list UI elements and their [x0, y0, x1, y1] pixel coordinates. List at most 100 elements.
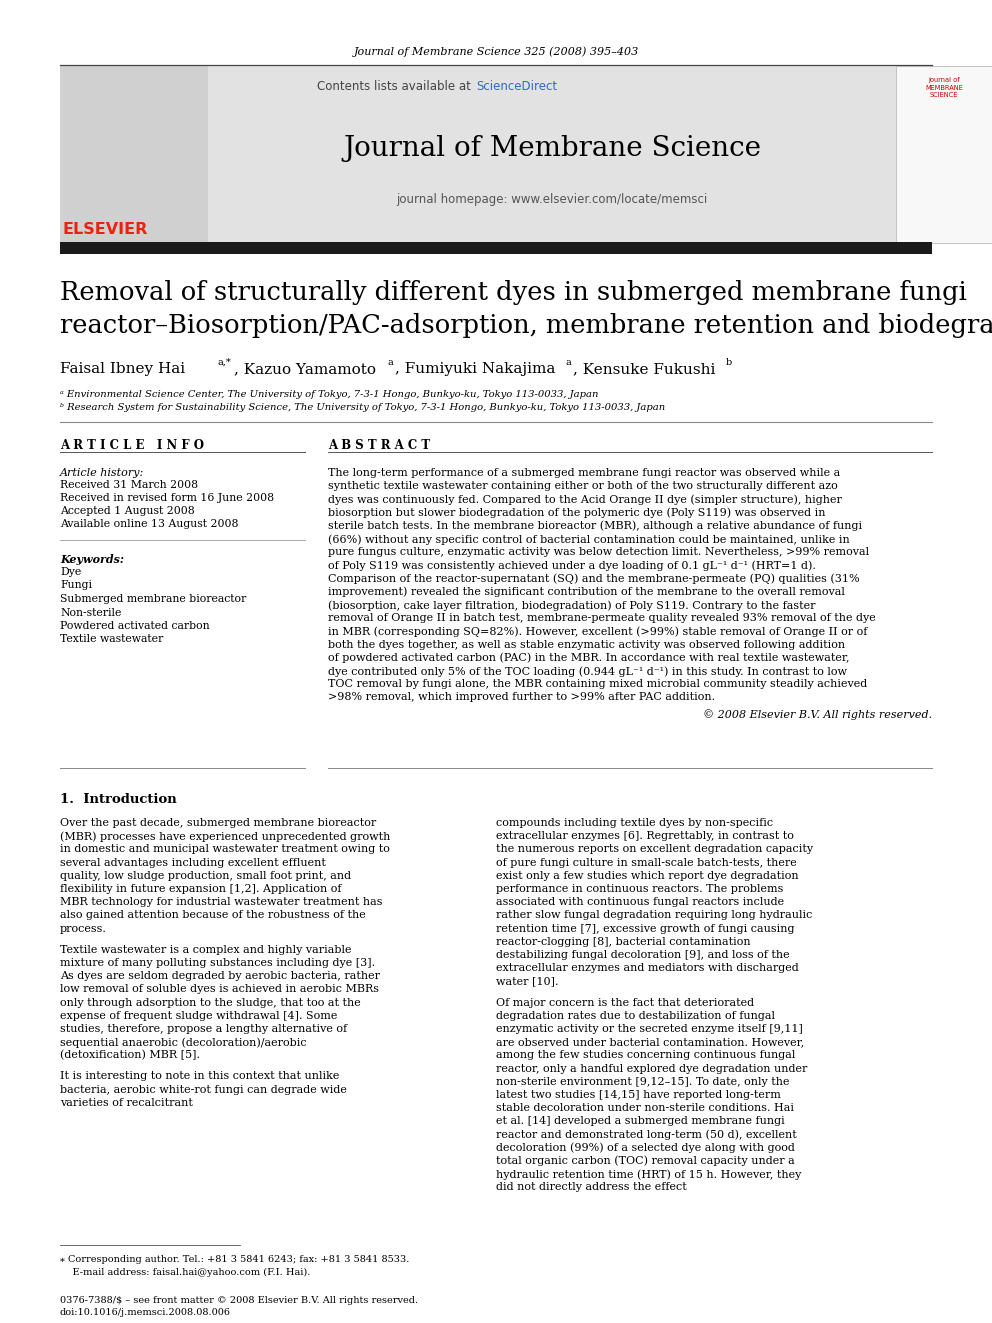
Text: Over the past decade, submerged membrane bioreactor: Over the past decade, submerged membrane…	[60, 818, 376, 828]
Text: It is interesting to note in this context that unlike: It is interesting to note in this contex…	[60, 1072, 339, 1081]
Text: A B S T R A C T: A B S T R A C T	[328, 439, 431, 452]
Text: extracellular enzymes and mediators with discharged: extracellular enzymes and mediators with…	[496, 963, 799, 974]
Text: removal of Orange II in batch test, membrane-permeate quality revealed 93% remov: removal of Orange II in batch test, memb…	[328, 613, 876, 623]
Text: Faisal Ibney Hai: Faisal Ibney Hai	[60, 363, 186, 376]
Text: biosorption but slower biodegradation of the polymeric dye (Poly S119) was obser: biosorption but slower biodegradation of…	[328, 508, 825, 519]
Text: Keywords:: Keywords:	[60, 554, 124, 565]
Text: only through adsorption to the sludge, that too at the: only through adsorption to the sludge, t…	[60, 998, 361, 1008]
Bar	[60, 242, 932, 254]
Text: 0376-7388/$ – see front matter © 2008 Elsevier B.V. All rights reserved.: 0376-7388/$ – see front matter © 2008 El…	[60, 1297, 418, 1304]
Text: Journal of Membrane Science: Journal of Membrane Science	[343, 135, 761, 161]
Text: Fungi: Fungi	[60, 581, 92, 590]
Text: journal of
MEMBRANE
SCIENCE: journal of MEMBRANE SCIENCE	[926, 77, 963, 98]
Text: Non-sterile: Non-sterile	[60, 607, 121, 618]
Text: in MBR (corresponding SQ=82%). However, excellent (>99%) stable removal of Orang: in MBR (corresponding SQ=82%). However, …	[328, 626, 867, 636]
Text: studies, therefore, propose a lengthy alternative of: studies, therefore, propose a lengthy al…	[60, 1024, 347, 1033]
Text: Journal of Membrane Science 325 (2008) 395–403: Journal of Membrane Science 325 (2008) 3…	[353, 46, 639, 57]
Text: , Kazuo Yamamoto: , Kazuo Yamamoto	[234, 363, 376, 376]
Bar	[60, 66, 208, 243]
Text: dyes was continuously fed. Compared to the Acid Orange II dye (simpler structure: dyes was continuously fed. Compared to t…	[328, 495, 842, 505]
Text: et al. [14] developed a submerged membrane fungi: et al. [14] developed a submerged membra…	[496, 1117, 785, 1126]
Text: ᵃ Environmental Science Center, The University of Tokyo, 7-3-1 Hongo, Bunkyo-ku,: ᵃ Environmental Science Center, The Univ…	[60, 390, 598, 400]
Text: The long-term performance of a submerged membrane fungi reactor was observed whi: The long-term performance of a submerged…	[328, 468, 840, 478]
Text: , Fumiyuki Nakajima: , Fumiyuki Nakajima	[395, 363, 556, 376]
Text: Contents lists available at: Contents lists available at	[317, 79, 475, 93]
Text: mixture of many polluting substances including dye [3].: mixture of many polluting substances inc…	[60, 958, 375, 968]
Text: a: a	[387, 359, 393, 366]
Text: reactor and demonstrated long-term (50 d), excellent: reactor and demonstrated long-term (50 d…	[496, 1130, 797, 1140]
Text: reactor–Biosorption/PAC-adsorption, membrane retention and biodegradation: reactor–Biosorption/PAC-adsorption, memb…	[60, 314, 992, 337]
Bar	[208, 66, 896, 243]
Text: hydraulic retention time (HRT) of 15 h. However, they: hydraulic retention time (HRT) of 15 h. …	[496, 1170, 802, 1180]
Text: flexibility in future expansion [1,2]. Application of: flexibility in future expansion [1,2]. A…	[60, 884, 341, 894]
Text: ᵇ Research System for Sustainability Science, The University of Tokyo, 7-3-1 Hon: ᵇ Research System for Sustainability Sci…	[60, 404, 666, 411]
Text: low removal of soluble dyes is achieved in aerobic MBRs: low removal of soluble dyes is achieved …	[60, 984, 379, 995]
Text: compounds including textile dyes by non-specific: compounds including textile dyes by non-…	[496, 818, 773, 828]
Text: ELSEVIER: ELSEVIER	[63, 222, 149, 238]
Text: bacteria, aerobic white-rot fungi can degrade wide: bacteria, aerobic white-rot fungi can de…	[60, 1085, 347, 1094]
Text: 1.  Introduction: 1. Introduction	[60, 792, 177, 806]
Text: stable decoloration under non-sterile conditions. Hai: stable decoloration under non-sterile co…	[496, 1103, 794, 1113]
Text: varieties of recalcitrant: varieties of recalcitrant	[60, 1098, 192, 1107]
Text: Textile wastewater: Textile wastewater	[60, 635, 164, 644]
Text: also gained attention because of the robustness of the: also gained attention because of the rob…	[60, 910, 366, 921]
Text: retention time [7], excessive growth of fungi causing: retention time [7], excessive growth of …	[496, 923, 795, 934]
Text: extracellular enzymes [6]. Regrettably, in contrast to: extracellular enzymes [6]. Regrettably, …	[496, 831, 794, 841]
Text: sequential anaerobic (decoloration)/aerobic: sequential anaerobic (decoloration)/aero…	[60, 1037, 307, 1048]
Text: of powdered activated carbon (PAC) in the MBR. In accordance with real textile w: of powdered activated carbon (PAC) in th…	[328, 652, 849, 663]
Text: among the few studies concerning continuous fungal: among the few studies concerning continu…	[496, 1050, 796, 1060]
Text: Received 31 March 2008: Received 31 March 2008	[60, 480, 198, 490]
Text: ScienceDirect: ScienceDirect	[476, 79, 558, 93]
Text: did not directly address the effect: did not directly address the effect	[496, 1183, 686, 1192]
Text: rather slow fungal degradation requiring long hydraulic: rather slow fungal degradation requiring…	[496, 910, 812, 921]
Text: MBR technology for industrial wastewater treatment has: MBR technology for industrial wastewater…	[60, 897, 383, 908]
Text: reactor, only a handful explored dye degradation under: reactor, only a handful explored dye deg…	[496, 1064, 807, 1073]
Text: , Kensuke Fukushi: , Kensuke Fukushi	[573, 363, 715, 376]
Text: Article history:: Article history:	[60, 468, 144, 478]
Text: destabilizing fungal decoloration [9], and loss of the: destabilizing fungal decoloration [9], a…	[496, 950, 790, 960]
Text: decoloration (99%) of a selected dye along with good: decoloration (99%) of a selected dye alo…	[496, 1143, 795, 1154]
Text: (detoxification) MBR [5].: (detoxification) MBR [5].	[60, 1050, 200, 1061]
Text: the numerous reports on excellent degradation capacity: the numerous reports on excellent degrad…	[496, 844, 813, 855]
Text: © 2008 Elsevier B.V. All rights reserved.: © 2008 Elsevier B.V. All rights reserved…	[703, 709, 932, 721]
Text: associated with continuous fungal reactors include: associated with continuous fungal reacto…	[496, 897, 784, 908]
Text: both the dyes together, as well as stable enzymatic activity was observed follow: both the dyes together, as well as stabl…	[328, 639, 845, 650]
Text: E-mail address: faisal.hai@yahoo.com (F.I. Hai).: E-mail address: faisal.hai@yahoo.com (F.…	[60, 1267, 310, 1277]
Text: reactor-clogging [8], bacterial contamination: reactor-clogging [8], bacterial contamin…	[496, 937, 751, 947]
Text: of Poly S119 was consistently achieved under a dye loading of 0.1 gL⁻¹ d⁻¹ (HRT=: of Poly S119 was consistently achieved u…	[328, 561, 815, 572]
Text: expense of frequent sludge withdrawal [4]. Some: expense of frequent sludge withdrawal [4…	[60, 1011, 337, 1021]
Text: sterile batch tests. In the membrane bioreactor (MBR), although a relative abund: sterile batch tests. In the membrane bio…	[328, 521, 862, 532]
Text: exist only a few studies which report dye degradation: exist only a few studies which report dy…	[496, 871, 799, 881]
Text: improvement) revealed the significant contribution of the membrane to the overal: improvement) revealed the significant co…	[328, 587, 845, 598]
Text: Comparison of the reactor-supernatant (SQ) and the membrane-permeate (PQ) qualit: Comparison of the reactor-supernatant (S…	[328, 574, 860, 585]
Bar	[896, 66, 992, 243]
Text: pure fungus culture, enzymatic activity was below detection limit. Nevertheless,: pure fungus culture, enzymatic activity …	[328, 548, 869, 557]
Text: are observed under bacterial contamination. However,: are observed under bacterial contaminati…	[496, 1037, 805, 1046]
Text: TOC removal by fungi alone, the MBR containing mixed microbial community steadil: TOC removal by fungi alone, the MBR cont…	[328, 679, 867, 689]
Text: performance in continuous reactors. The problems: performance in continuous reactors. The …	[496, 884, 784, 894]
Text: of pure fungi culture in small-scale batch-tests, there: of pure fungi culture in small-scale bat…	[496, 857, 797, 868]
Text: ⁎ Corresponding author. Tel.: +81 3 5841 6243; fax: +81 3 5841 8533.: ⁎ Corresponding author. Tel.: +81 3 5841…	[60, 1256, 410, 1263]
Text: a: a	[565, 359, 570, 366]
Text: non-sterile environment [9,12–15]. To date, only the: non-sterile environment [9,12–15]. To da…	[496, 1077, 790, 1086]
Text: Powdered activated carbon: Powdered activated carbon	[60, 620, 209, 631]
Text: quality, low sludge production, small foot print, and: quality, low sludge production, small fo…	[60, 871, 351, 881]
Text: dye contributed only 5% of the TOC loading (0.944 gL⁻¹ d⁻¹) in this study. In co: dye contributed only 5% of the TOC loadi…	[328, 665, 847, 676]
Text: Accepted 1 August 2008: Accepted 1 August 2008	[60, 505, 194, 516]
Text: water [10].: water [10].	[496, 976, 558, 987]
Text: several advantages including excellent effluent: several advantages including excellent e…	[60, 857, 326, 868]
Text: Of major concern is the fact that deteriorated: Of major concern is the fact that deteri…	[496, 998, 754, 1008]
Text: in domestic and municipal wastewater treatment owing to: in domestic and municipal wastewater tre…	[60, 844, 390, 855]
Text: >98% removal, which improved further to >99% after PAC addition.: >98% removal, which improved further to …	[328, 692, 715, 703]
Text: Removal of structurally different dyes in submerged membrane fungi: Removal of structurally different dyes i…	[60, 280, 967, 306]
Text: (MBR) processes have experienced unprecedented growth: (MBR) processes have experienced unprece…	[60, 831, 391, 841]
Text: Submerged membrane bioreactor: Submerged membrane bioreactor	[60, 594, 246, 605]
Text: a,*: a,*	[218, 359, 232, 366]
Text: enzymatic activity or the secreted enzyme itself [9,11]: enzymatic activity or the secreted enzym…	[496, 1024, 803, 1033]
Text: Available online 13 August 2008: Available online 13 August 2008	[60, 519, 238, 529]
Text: (biosorption, cake layer filtration, biodegradation) of Poly S119. Contrary to t: (biosorption, cake layer filtration, bio…	[328, 601, 815, 610]
Text: Received in revised form 16 June 2008: Received in revised form 16 June 2008	[60, 493, 274, 503]
Text: latest two studies [14,15] have reported long-term: latest two studies [14,15] have reported…	[496, 1090, 781, 1099]
Text: Dye: Dye	[60, 568, 81, 577]
Text: A R T I C L E   I N F O: A R T I C L E I N F O	[60, 439, 204, 452]
